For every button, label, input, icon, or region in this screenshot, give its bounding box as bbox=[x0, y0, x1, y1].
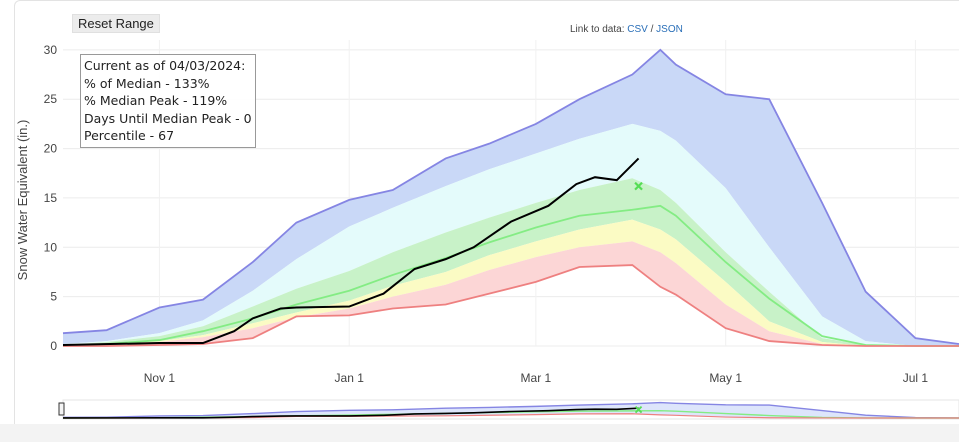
navigator-max-line bbox=[62, 401, 959, 419]
page-footer-strip bbox=[0, 424, 959, 442]
band-max-p90 bbox=[63, 49, 959, 346]
x-tick-label: Jul 1 bbox=[903, 371, 929, 385]
y-tick-label: 30 bbox=[44, 43, 58, 57]
json-link[interactable]: JSON bbox=[656, 24, 683, 35]
range-navigator[interactable] bbox=[58, 399, 959, 420]
navigator-peak-marker bbox=[634, 406, 643, 414]
info-current-date: Current as of 04/03/2024: bbox=[84, 58, 246, 73]
percentile-bands bbox=[63, 49, 959, 346]
info-percent-median: % of Median - 133% bbox=[84, 75, 210, 91]
min-line bbox=[63, 264, 959, 347]
y-tick-label: 10 bbox=[44, 240, 58, 254]
y-tick-label: 5 bbox=[50, 290, 57, 304]
max-line bbox=[62, 48, 959, 345]
current-season-line bbox=[62, 157, 640, 347]
link-prefix-label: Link to data: bbox=[570, 24, 625, 35]
peak-marker bbox=[634, 181, 643, 191]
info-percentile: Percentile - 67 bbox=[84, 128, 175, 143]
x-tick-label: May 1 bbox=[709, 371, 742, 385]
series-lines bbox=[62, 48, 959, 347]
info-percent-median-peak: % Median Peak - 119% bbox=[84, 93, 228, 108]
x-tick-label: Nov 1 bbox=[144, 371, 176, 385]
y-tick-label: 20 bbox=[44, 142, 58, 156]
y-tick-label: 25 bbox=[44, 92, 58, 106]
csv-link[interactable]: CSV bbox=[627, 24, 648, 35]
data-links: Link to data: CSV / JSON bbox=[570, 24, 683, 35]
band-p30-min bbox=[63, 241, 959, 346]
y-tick-label: 15 bbox=[44, 191, 58, 205]
navigator-current-line bbox=[62, 407, 639, 419]
navigator-left-handle[interactable] bbox=[58, 402, 65, 416]
x-tick-label: Mar 1 bbox=[521, 371, 552, 385]
y-axis-label: Snow Water Equivalent (in.) bbox=[15, 120, 30, 281]
chart-container bbox=[14, 0, 959, 425]
current-info-box: Current as of 04/03/2024: % of Median - … bbox=[80, 54, 256, 148]
axes: 0 5 10 15 20 25 30 Nov 1 Jan 1 Mar 1 May 1 Jul 1 bbox=[44, 43, 929, 385]
band-p70-p50 bbox=[63, 178, 959, 346]
y-tick-label: 0 bbox=[50, 339, 57, 353]
x-tick-label: Jan 1 bbox=[335, 371, 365, 385]
median-line bbox=[62, 204, 959, 347]
info-days-until-peak: Days Until Median Peak - 0 bbox=[84, 110, 252, 126]
link-separator: / bbox=[650, 24, 654, 35]
band-p90-p70 bbox=[63, 123, 959, 346]
reset-range-button[interactable]: Reset Range bbox=[72, 14, 160, 33]
